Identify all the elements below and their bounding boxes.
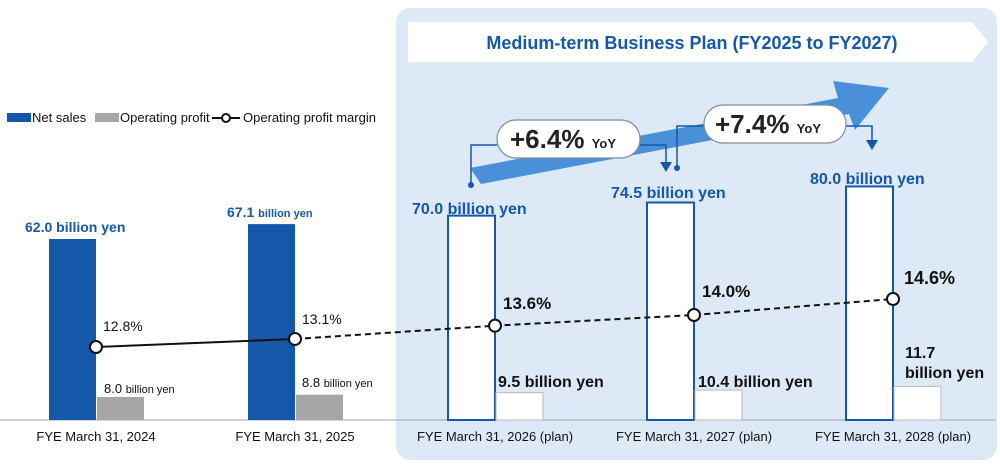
operating-profit-label: 8.0 billion yen — [104, 381, 175, 396]
net-sales-label: 80.0 billion yen — [810, 171, 925, 188]
margin-label: 12.8% — [103, 318, 143, 334]
margin-marker — [89, 340, 103, 354]
operating-profit-label-unit: billion yen — [905, 365, 984, 382]
legend-swatch-net-sales — [7, 113, 31, 122]
margin-marker — [886, 291, 900, 306]
margin-line-plan — [294, 297, 894, 340]
yoy-bracket — [676, 125, 704, 168]
operating-profit-label: 10.4 billion yen — [698, 374, 813, 391]
legend-margin-marker — [221, 113, 231, 123]
yoy-callout-text: +7.4% YoY — [715, 109, 821, 139]
margin-label: 14.0% — [702, 282, 750, 301]
yoy-bracket-dot — [674, 165, 680, 171]
operating-profit-label: 9.5 billion yen — [498, 374, 604, 391]
net-sales-bar — [248, 224, 295, 420]
yoy-bracket — [470, 144, 497, 185]
operating-profit-bar — [296, 394, 343, 420]
yoy-callout — [496, 119, 641, 159]
margin-label: 14.6% — [904, 268, 955, 288]
category-label: FYE March 31, 2026 (plan) — [417, 429, 573, 444]
margin-marker — [488, 318, 502, 333]
margin-marker — [687, 307, 701, 322]
yoy-bracket — [640, 144, 667, 164]
yoy-bracket — [846, 125, 873, 142]
net-sales-label: 62.0 billion yen — [25, 219, 125, 235]
yoy-callout-text: +6.4% YoY — [510, 124, 616, 154]
legend-operating-profit-label: Operating profit — [120, 110, 210, 125]
net-sales-bar — [49, 239, 96, 420]
operating-profit-bar — [495, 392, 544, 421]
category-label: FYE March 31, 2024 — [36, 429, 155, 444]
net-sales-label: 74.5 billion yen — [611, 185, 726, 202]
yoy-bracket-dot — [468, 182, 474, 188]
category-label: FYE March 31, 2025 — [235, 429, 354, 444]
net-sales-bar — [845, 185, 894, 421]
net-sales-label: 67.1 billion yen — [227, 204, 313, 220]
plan-banner-title: Medium-term Business Plan (FY2025 to FY2… — [486, 33, 897, 53]
net-sales-bar — [646, 201, 695, 421]
operating-profit-label: 8.8 billion yen — [302, 375, 373, 390]
yoy-arrowhead — [660, 162, 672, 172]
operating-profit-bar — [97, 397, 144, 420]
net-sales-bar — [447, 214, 496, 421]
legend-net-sales-label: Net sales — [32, 110, 87, 125]
category-label: FYE March 31, 2027 (plan) — [616, 429, 772, 444]
legend-operating-profit-margin-label: Operating profit margin — [243, 110, 376, 125]
margin-line-actual — [95, 337, 296, 348]
yoy-arrowhead — [866, 140, 878, 150]
legend-swatch-operating-profit — [95, 113, 119, 122]
margin-marker — [288, 331, 302, 346]
plan-panel — [396, 8, 997, 460]
margin-label: 13.1% — [302, 311, 342, 327]
operating-profit-label: 11.7 — [905, 345, 935, 362]
yoy-callout — [703, 104, 847, 144]
margin-label: 13.6% — [503, 294, 551, 313]
net-sales-label: 70.0 billion yen — [412, 201, 527, 218]
category-label: FYE March 31, 2028 (plan) — [815, 429, 971, 444]
plan-banner-shape — [408, 22, 988, 62]
operating-profit-bar — [893, 385, 942, 421]
operating-profit-bar — [694, 389, 743, 421]
